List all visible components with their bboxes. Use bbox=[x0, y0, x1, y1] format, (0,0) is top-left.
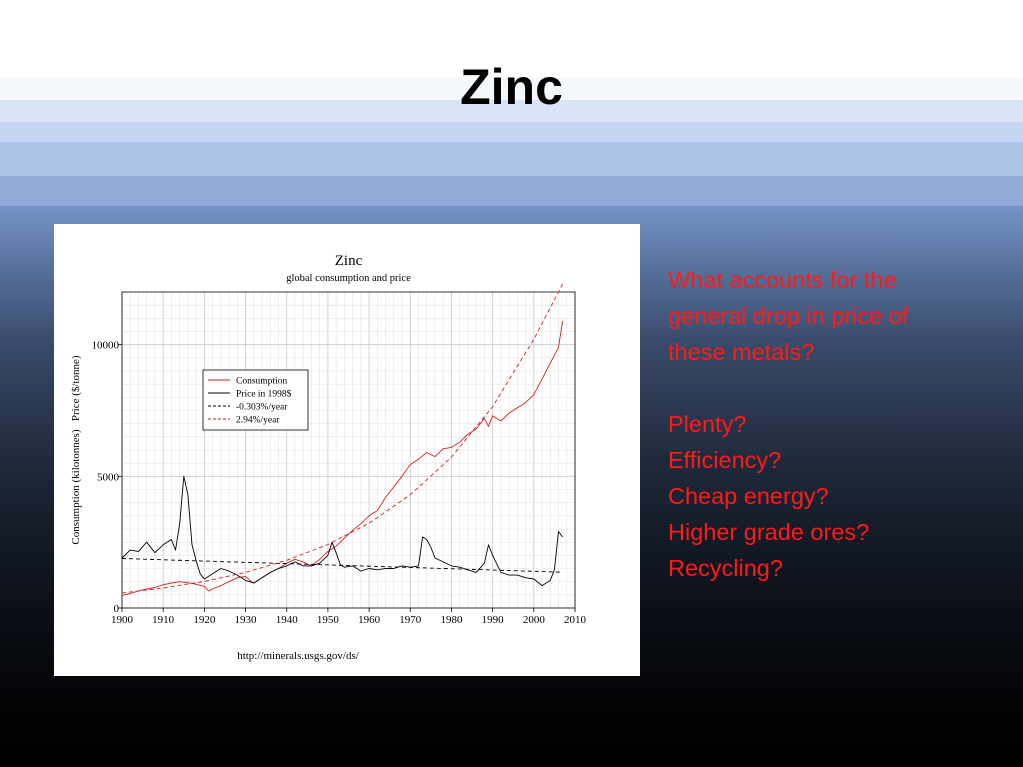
spacer bbox=[668, 370, 968, 406]
x-tick-label: 1990 bbox=[482, 614, 505, 626]
y-tick-label: 0 bbox=[114, 603, 120, 615]
x-tick-label: 1940 bbox=[276, 614, 299, 626]
source-url: http://minerals.usgs.gov/ds/ bbox=[237, 650, 360, 662]
x-tick-label: 1930 bbox=[235, 614, 258, 626]
slide-title: Zinc bbox=[460, 59, 563, 115]
x-tick-label: 1910 bbox=[152, 614, 175, 626]
chart-subtitle: global consumption and price bbox=[286, 273, 411, 284]
answer-item: Cheap energy? bbox=[668, 483, 829, 509]
series-line-4 bbox=[121, 283, 563, 594]
x-tick-label: 1980 bbox=[440, 614, 463, 626]
x-tick-label: 1950 bbox=[317, 614, 340, 626]
answer-item: Higher grade ores? bbox=[668, 519, 870, 545]
x-tick-label: 1900 bbox=[111, 614, 134, 626]
chart-panel: 1900 1910 1920 1930 1940 1950 1960 1970 1980 1990… bbox=[54, 224, 640, 676]
legend-label: Price in 1998$ bbox=[236, 389, 292, 400]
answer-item: Efficiency? bbox=[668, 447, 782, 473]
answer-item: Plenty? bbox=[668, 411, 747, 437]
x-tick-label: 1920 bbox=[193, 614, 216, 626]
answer-item: Recycling? bbox=[668, 555, 783, 581]
chart-title: Zinc bbox=[335, 253, 363, 269]
answer-list: Plenty? Efficiency? Cheap energy? Higher gr… bbox=[668, 406, 968, 586]
series-line-2 bbox=[121, 475, 563, 587]
y-axis-label: Consumption (kilotonnes) Price ($/tonne) bbox=[70, 355, 82, 544]
x-tick-label: 1970 bbox=[399, 614, 422, 626]
series-line-3 bbox=[121, 558, 563, 573]
legend-label: Consumption bbox=[236, 377, 287, 387]
chart-legend: Consumption Price in 1998$ -0.303%/year 2.9… bbox=[202, 369, 309, 431]
chart-grid bbox=[121, 291, 576, 609]
x-tick-label: 2010 bbox=[564, 614, 587, 626]
discussion-text: What accounts for the general drop in pr… bbox=[668, 262, 968, 586]
plot-frame bbox=[121, 291, 576, 609]
x-tick-label: 1960 bbox=[358, 614, 381, 626]
legend-label: 2.94%/year bbox=[236, 416, 280, 426]
zinc-chart: 1900 1910 1920 1930 1940 1950 1960 1970 1980 1990… bbox=[70, 253, 587, 662]
question-text: What accounts for the general drop in pr… bbox=[668, 267, 909, 365]
legend-label: -0.303%/year bbox=[236, 403, 288, 413]
series-line-1 bbox=[121, 320, 564, 596]
y-tick-label: 5000 bbox=[97, 471, 120, 483]
x-tick-label: 2000 bbox=[523, 614, 546, 626]
chart-ticks: 1900 1910 1920 1930 1940 1950 1960 1970 1980 1990… bbox=[92, 340, 587, 626]
y-tick-label: 10000 bbox=[92, 340, 120, 352]
chart-series bbox=[121, 283, 564, 596]
